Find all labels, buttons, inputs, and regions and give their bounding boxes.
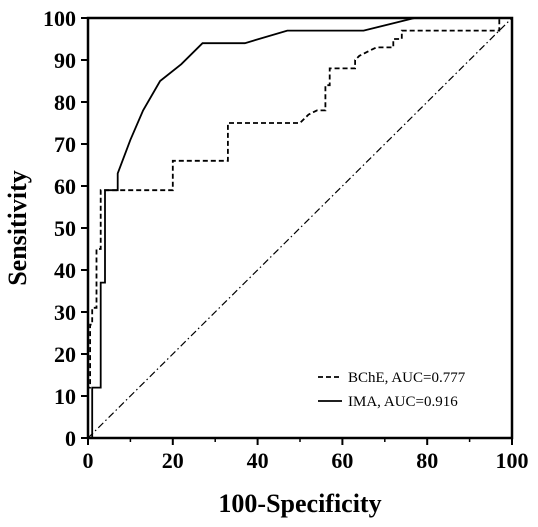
y-tick-label: 60	[54, 174, 76, 199]
x-tick-label: 80	[416, 448, 438, 473]
reference-diagonal-line	[87, 17, 513, 439]
x-tick-label: 40	[247, 448, 269, 473]
x-tick-label: 0	[83, 448, 94, 473]
y-tick-label: 70	[54, 132, 76, 157]
y-tick-label: 90	[54, 48, 76, 73]
series-line-bche	[87, 17, 512, 438]
tick-layer: 0 20 40 60 80 100 0 10 20 30 40 50 60 70 80 90 100	[43, 6, 529, 473]
series-layer	[87, 17, 513, 439]
y-tick-label: 80	[54, 90, 76, 115]
y-tick-label: 10	[54, 384, 76, 409]
y-tick-label: 100	[43, 6, 76, 31]
y-tick-label: 20	[54, 342, 76, 367]
series-line-ima	[88, 17, 512, 439]
x-tick-label: 100	[496, 448, 529, 473]
y-tick-label: 40	[54, 258, 76, 283]
y-axis-label: Sensitivity	[3, 170, 32, 286]
legend-label-ima: IMA, AUC=0.916	[348, 394, 458, 410]
legend: BChE, AUC=0.777 IMA, AUC=0.916	[318, 370, 466, 410]
y-tick-label: 30	[54, 300, 76, 325]
x-tick-label: 60	[331, 448, 353, 473]
legend-label-bche: BChE, AUC=0.777	[348, 370, 466, 386]
x-tick-label: 20	[162, 448, 184, 473]
x-axis-label: 100-Specificity	[218, 489, 381, 518]
y-tick-label: 50	[54, 216, 76, 241]
y-tick-label: 0	[65, 426, 76, 451]
